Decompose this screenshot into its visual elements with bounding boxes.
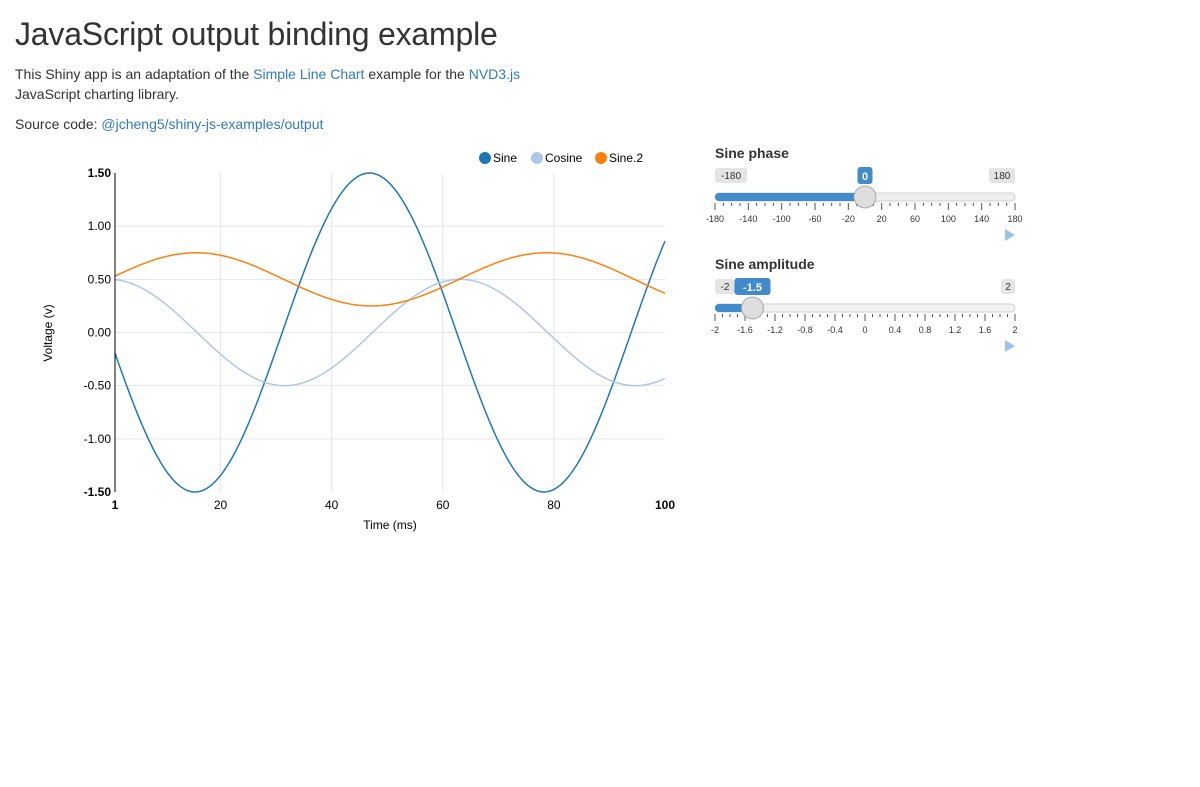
slider-tick-label: -0.4 <box>827 325 843 335</box>
y-tick-label: 0.00 <box>88 326 112 340</box>
slider-tick-label: -0.8 <box>797 325 813 335</box>
legend-swatch <box>531 152 543 164</box>
chart-legend: Sine Cosine Sine.2 <box>479 151 644 165</box>
legend-label: Sine <box>493 151 517 165</box>
source-code-label: Source code: <box>15 116 102 132</box>
sine-amplitude-slider[interactable]: -2 2 -2 -1.6 -1.2 -0.8 -0.4 0 0.4 0.8 1.2 1.6 2 -1.5 <box>711 277 1020 352</box>
play-icon[interactable] <box>1005 229 1015 241</box>
legend-label: Cosine <box>545 151 583 165</box>
slider-tick-label: 100 <box>941 214 956 224</box>
svg-text:-180: -180 <box>721 171 741 182</box>
slider-tick-label: 140 <box>974 214 989 224</box>
slider-value-label: -1.5 <box>734 278 771 295</box>
y-tick-label: 0.50 <box>88 272 112 286</box>
slider-tick-label: -100 <box>773 214 791 224</box>
sine-amplitude-control: Sine amplitude -2 2 -2 -1.6 -1.2 -0.8 -0.4 0 0.4… <box>711 253 1018 364</box>
slider-tick-label: 0 <box>862 325 867 335</box>
x-tick-label: 1 <box>112 498 119 512</box>
slider-min-label: -180 <box>715 168 747 183</box>
slider-value-label: 0 <box>857 167 873 184</box>
sine-phase-control: Sine phase -180 180 -180 -140 -100 -60 -20 20 60… <box>706 142 1023 253</box>
slider-min-label: -2 <box>715 279 735 294</box>
source-code-line: Source code: @jcheng5/shiny-js-examples/… <box>15 114 323 134</box>
line-chart[interactable]: 1.50 1.00 0.50 0.00 -0.50 -1.00 -1.50 20 40 60 80 1… <box>15 142 685 542</box>
sine-phase-slider[interactable]: -180 180 -180 -140 -100 -60 -20 20 60 100 140 180 0 <box>706 166 1023 241</box>
slider-tick-label: 180 <box>1007 214 1022 224</box>
controls-panel: Sine phase -180 180 -180 -140 -100 -60 -20 20 60… <box>706 142 1023 364</box>
slider-max-label: 180 <box>989 168 1015 183</box>
intro-text-start: This Shiny app is an adaptation of the <box>15 66 254 82</box>
page-title: JavaScript output binding example <box>15 16 498 52</box>
slider-tick-label: -1.2 <box>767 325 783 335</box>
y-axis-label: Voltage (v) <box>41 304 55 361</box>
svg-text:2: 2 <box>1005 282 1011 293</box>
y-tick-label: -1.00 <box>84 432 112 446</box>
y-tick-label: -1.50 <box>84 485 112 499</box>
slider-tick-label: -180 <box>706 214 724 224</box>
chart-axes: 1.50 1.00 0.50 0.00 -0.50 -1.00 -1.50 20 40 60 80 1… <box>84 166 676 512</box>
svg-text:-2: -2 <box>721 282 730 293</box>
sine-phase-label: Sine phase <box>715 145 789 161</box>
legend-item-cosine[interactable]: Cosine <box>531 151 583 165</box>
slider-fill <box>715 193 865 201</box>
slider-tick-label: -1.6 <box>737 325 753 335</box>
x-tick-label: 100 <box>655 498 675 512</box>
chart-series-layer <box>114 172 666 493</box>
slider-handle[interactable] <box>853 185 877 209</box>
slider-tick-label: -60 <box>808 214 821 224</box>
x-tick-label: 20 <box>214 498 228 512</box>
intro-text-end: JavaScript charting library. <box>15 86 179 102</box>
intro-text-middle: example for the <box>364 66 469 82</box>
sine-amplitude-label: Sine amplitude <box>715 256 815 272</box>
series-line-cosine <box>114 278 666 387</box>
slider-handle[interactable] <box>741 296 764 320</box>
chart-grid <box>115 173 665 492</box>
y-tick-label: 1.50 <box>88 166 112 180</box>
legend-item-sine-2[interactable]: Sine.2 <box>595 151 644 165</box>
slider-tick-label: -2 <box>711 325 719 335</box>
y-tick-label: 1.00 <box>88 219 112 233</box>
svg-text:180: 180 <box>994 171 1011 182</box>
series-line-sine <box>114 172 666 493</box>
x-tick-label: 80 <box>547 498 561 512</box>
slider-tick-label: -20 <box>842 214 855 224</box>
series-line-sine-2 <box>114 251 666 307</box>
legend-swatch <box>595 152 607 164</box>
svg-text:0: 0 <box>862 171 868 183</box>
slider-tick-label: 20 <box>877 214 887 224</box>
slider-tick-label: 1.6 <box>979 325 992 335</box>
y-tick-label: -0.50 <box>84 379 112 393</box>
x-axis-label: Time (ms) <box>363 518 417 532</box>
slider-tick-label: 1.2 <box>949 325 962 335</box>
slider-tick-label: 0.8 <box>919 325 932 335</box>
intro-paragraph: This Shiny app is an adaptation of the S… <box>15 64 555 104</box>
svg-text:-1.5: -1.5 <box>743 282 762 294</box>
simple-line-chart-link[interactable]: Simple Line Chart <box>253 66 365 82</box>
x-tick-label: 60 <box>436 498 450 512</box>
legend-item-sine[interactable]: Sine <box>479 151 518 165</box>
slider-max-label: 2 <box>1001 279 1015 294</box>
legend-label: Sine.2 <box>609 151 643 165</box>
slider-tick-label: -140 <box>739 214 757 224</box>
slider-tick-label: 2 <box>1012 325 1017 335</box>
play-icon[interactable] <box>1005 340 1015 352</box>
slider-tick-label: 60 <box>910 214 920 224</box>
nvd3-link[interactable]: NVD3.js <box>468 66 521 82</box>
legend-swatch <box>479 152 491 164</box>
x-tick-label: 40 <box>325 498 339 512</box>
slider-tick-label: 0.4 <box>889 325 902 335</box>
source-code-link[interactable]: @jcheng5/shiny-js-examples/output <box>101 116 324 132</box>
